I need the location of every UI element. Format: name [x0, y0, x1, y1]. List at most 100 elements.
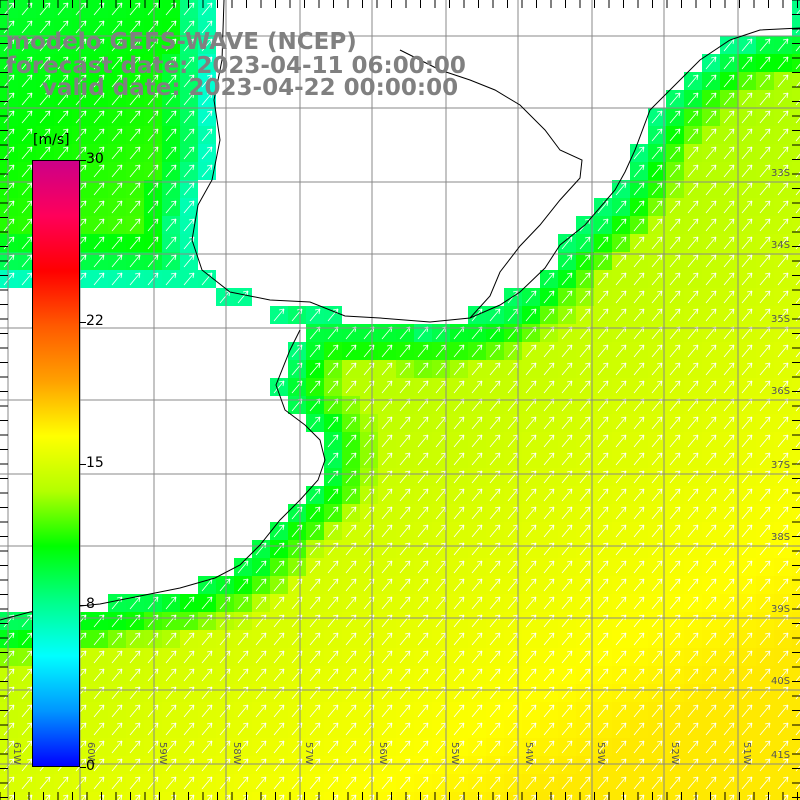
wind-arrow — [795, 189, 800, 196]
wind-cell — [792, 288, 800, 306]
wind-arrow — [687, 668, 699, 682]
wind-arrow — [615, 308, 627, 322]
wind-arrow — [525, 632, 537, 646]
wind-arrow — [453, 506, 465, 520]
wind-arrow — [651, 434, 663, 448]
wind-arrow — [255, 578, 267, 592]
wind-arrow — [417, 776, 429, 790]
wind-arrow — [669, 758, 681, 772]
wind-arrow — [651, 128, 663, 142]
wind-arrow — [381, 488, 393, 502]
wind-arrow — [75, 92, 87, 106]
wind-arrow — [543, 776, 555, 790]
wind-arrow — [705, 362, 717, 376]
wind-arrow — [471, 650, 483, 664]
lat-label: 34S — [771, 240, 790, 251]
wind-arrow — [237, 596, 249, 610]
wind-arrow — [705, 632, 717, 646]
wind-arrow — [759, 290, 771, 304]
lat-label: 37S — [771, 460, 790, 471]
wind-arrow — [597, 650, 609, 664]
wind-arrow — [795, 45, 800, 52]
wind-arrow — [602, 794, 609, 800]
wind-arrow — [723, 236, 735, 250]
wind-arrow — [39, 20, 51, 34]
wind-arrow — [741, 92, 753, 106]
wind-arrow — [687, 740, 699, 754]
wind-arrow — [255, 776, 267, 790]
wind-arrow — [489, 740, 501, 754]
wind-arrow — [93, 650, 105, 664]
wind-arrow — [579, 362, 591, 376]
wind-arrow — [723, 578, 735, 592]
wind-arrow — [309, 506, 321, 520]
wind-arrow — [381, 506, 393, 520]
wind-arrow — [669, 452, 681, 466]
wind-arrow — [633, 560, 645, 574]
wind-arrow — [759, 560, 771, 574]
wind-arrow — [759, 344, 771, 358]
wind-arrow — [111, 164, 123, 178]
wind-arrow — [129, 650, 141, 664]
wind-arrow — [201, 38, 213, 52]
wind-arrow — [687, 164, 699, 178]
wind-arrow — [471, 560, 483, 574]
wind-arrow — [345, 650, 357, 664]
colorbar-tick-0: 0 — [86, 758, 95, 774]
wind-arrow — [723, 182, 735, 196]
wind-arrow — [543, 308, 555, 322]
wind-arrow — [687, 110, 699, 124]
wind-arrow — [165, 200, 177, 214]
wind-arrow — [237, 632, 249, 646]
wind-arrow — [309, 722, 321, 736]
wind-cell — [792, 720, 800, 738]
wind-arrow — [237, 722, 249, 736]
wind-arrow — [615, 488, 627, 502]
wind-arrow — [183, 758, 195, 772]
wind-arrow — [561, 506, 573, 520]
wind-arrow — [741, 650, 753, 664]
coastline-lagoon — [399, 49, 583, 319]
wind-arrow — [471, 362, 483, 376]
wind-arrow — [21, 182, 33, 196]
wind-arrow — [687, 380, 699, 394]
wind-arrow — [399, 668, 411, 682]
wind-arrow — [345, 416, 357, 430]
wind-arrow — [93, 146, 105, 160]
wind-arrow — [597, 632, 609, 646]
wind-arrow — [543, 650, 555, 664]
wind-arrow — [417, 596, 429, 610]
wind-cell — [792, 360, 800, 378]
wind-arrow — [201, 74, 213, 88]
wind-arrow — [453, 758, 465, 772]
wind-arrow — [741, 704, 753, 718]
wind-arrow — [723, 740, 735, 754]
wind-arrow — [759, 200, 771, 214]
wind-arrow — [39, 92, 51, 106]
wind-arrow — [21, 704, 33, 718]
wind-arrow — [777, 722, 789, 736]
wind-arrow — [381, 722, 393, 736]
wind-arrow — [651, 776, 663, 790]
wind-arrow — [201, 740, 213, 754]
wind-arrow — [687, 596, 699, 610]
wind-arrow — [345, 524, 357, 538]
wind-arrow — [759, 740, 771, 754]
wind-arrow — [21, 740, 33, 754]
wind-arrow — [471, 632, 483, 646]
wind-cell — [792, 108, 800, 126]
wind-arrow — [165, 632, 177, 646]
wind-arrow — [93, 704, 105, 718]
wind-arrow — [741, 722, 753, 736]
wind-arrow — [273, 380, 285, 394]
wind-arrow — [399, 722, 411, 736]
wind-arrow — [57, 92, 69, 106]
wind-arrow — [93, 254, 105, 268]
wind-arrow — [309, 344, 321, 358]
wind-arrow — [381, 668, 393, 682]
wind-arrow — [494, 794, 501, 800]
wind-arrow — [723, 272, 735, 286]
wind-arrow — [615, 776, 627, 790]
wind-arrow — [399, 650, 411, 664]
wind-arrow — [777, 524, 789, 538]
